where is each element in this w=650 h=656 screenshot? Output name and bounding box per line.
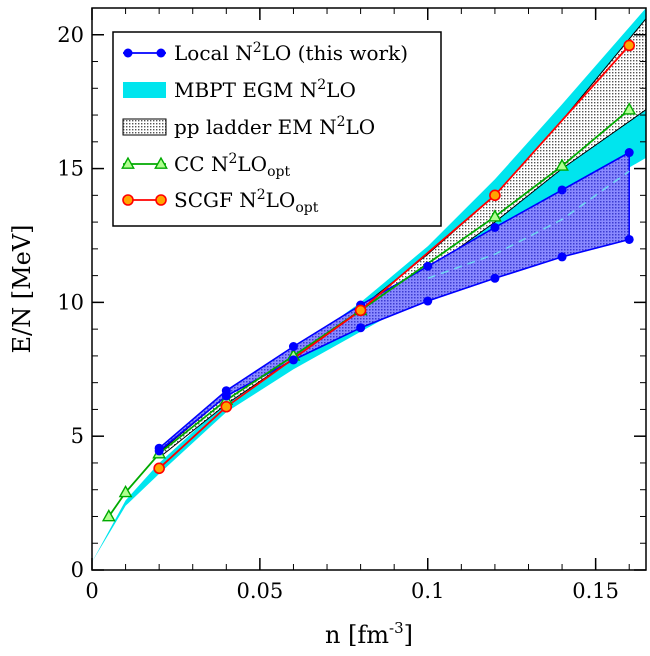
x-tick-label: 0.05 (236, 579, 283, 603)
legend-marker (156, 195, 166, 205)
y-axis-title: E/N [MeV] (8, 224, 36, 353)
local-upper-point (490, 223, 499, 232)
scgf-point (624, 40, 634, 50)
legend-label: pp ladder EM N2LO (174, 114, 375, 139)
x-axis-title-close: ] (404, 621, 413, 649)
legend-label: MBPT EGM N2LO (174, 77, 356, 102)
local-upper-point (423, 262, 432, 271)
x-tick-label: 0 (85, 579, 98, 603)
scgf-point (221, 402, 231, 412)
y-tick-label: 20 (57, 23, 84, 47)
local-lower-line (159, 240, 629, 451)
local-lower-point (155, 446, 164, 455)
legend-swatch-band (123, 119, 166, 135)
y-tick-label: 0 (71, 558, 84, 582)
x-tick-label: 0.1 (411, 579, 444, 603)
legend-marker (123, 195, 133, 205)
local-lower-point (356, 323, 365, 332)
y-tick-label: 5 (71, 424, 84, 448)
scgf-point (490, 190, 500, 200)
y-tick-label: 15 (57, 157, 84, 181)
local-lower-point (222, 392, 231, 401)
legend-label: Local N2LO (this work) (174, 40, 408, 65)
x-tick-label: 0.15 (572, 579, 619, 603)
local-lower-point (558, 252, 567, 261)
legend: Local N2LO (this work) MBPT EGM N2LO pp la… (113, 32, 441, 226)
local-lower-point (625, 235, 634, 244)
local-upper-point (625, 148, 634, 157)
local-upper-point (558, 185, 567, 194)
local-lower-point (423, 297, 432, 306)
x-axis-title: n [fm-3] (325, 619, 413, 649)
scgf-point (356, 305, 366, 315)
x-axis-title-main: n [fm (325, 621, 389, 649)
legend-marker (157, 49, 166, 58)
legend-swatch-band (123, 82, 166, 98)
local-upper-point (289, 342, 298, 351)
x-axis-title-exponent: -3 (389, 619, 404, 637)
y-tick-label: 10 (57, 290, 84, 314)
legend-marker (124, 49, 133, 58)
local-lower-point (289, 355, 298, 364)
scgf-point (154, 463, 164, 473)
local-lower-point (490, 274, 499, 283)
